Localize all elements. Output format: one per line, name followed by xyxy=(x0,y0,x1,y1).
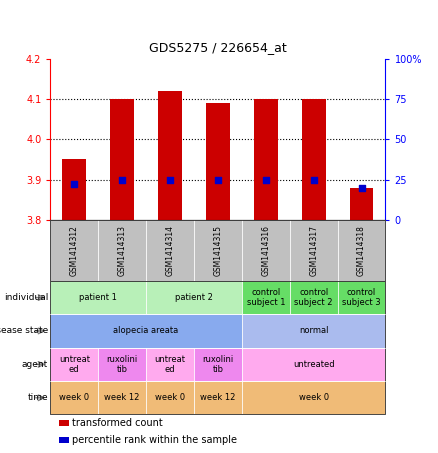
Text: GSM1414316: GSM1414316 xyxy=(261,225,270,276)
Text: GSM1414318: GSM1414318 xyxy=(357,225,366,276)
Text: untreat
ed: untreat ed xyxy=(155,355,186,374)
Text: patient 1: patient 1 xyxy=(79,293,117,302)
Text: week 0: week 0 xyxy=(59,393,89,402)
Text: GSM1414312: GSM1414312 xyxy=(70,225,79,276)
Point xyxy=(166,176,173,183)
Point xyxy=(71,181,78,188)
Bar xyxy=(110,99,134,220)
Bar xyxy=(302,99,325,220)
Text: percentile rank within the sample: percentile rank within the sample xyxy=(72,435,237,445)
Text: patient 2: patient 2 xyxy=(175,293,213,302)
Text: GSM1414315: GSM1414315 xyxy=(213,225,223,276)
Bar xyxy=(254,99,278,220)
Text: untreated: untreated xyxy=(293,360,335,369)
Text: week 0: week 0 xyxy=(299,393,328,402)
Text: control
subject 1: control subject 1 xyxy=(247,288,285,307)
Text: GSM1414317: GSM1414317 xyxy=(309,225,318,276)
Text: time: time xyxy=(28,393,48,402)
Text: normal: normal xyxy=(299,327,328,336)
Text: week 12: week 12 xyxy=(105,393,140,402)
Bar xyxy=(206,103,230,220)
Bar xyxy=(350,188,374,220)
Text: agent: agent xyxy=(22,360,48,369)
Point xyxy=(214,176,221,183)
Text: week 12: week 12 xyxy=(200,393,236,402)
Text: untreat
ed: untreat ed xyxy=(59,355,90,374)
Point xyxy=(310,176,317,183)
Text: GDS5275 / 226654_at: GDS5275 / 226654_at xyxy=(149,42,287,54)
Text: control
subject 3: control subject 3 xyxy=(342,288,381,307)
Text: control
subject 2: control subject 2 xyxy=(294,288,333,307)
Point xyxy=(119,176,126,183)
Text: individual: individual xyxy=(4,293,48,302)
Bar xyxy=(158,91,182,220)
Text: alopecia areata: alopecia areata xyxy=(113,327,179,336)
Text: transformed count: transformed count xyxy=(72,418,163,428)
Text: GSM1414314: GSM1414314 xyxy=(166,225,174,276)
Text: ruxolini
tib: ruxolini tib xyxy=(106,355,138,374)
Text: ruxolini
tib: ruxolini tib xyxy=(202,355,233,374)
Bar xyxy=(62,159,86,220)
Text: week 0: week 0 xyxy=(155,393,185,402)
Point xyxy=(358,184,365,191)
Point xyxy=(262,176,269,183)
Text: GSM1414313: GSM1414313 xyxy=(118,225,127,276)
Text: disease state: disease state xyxy=(0,327,48,336)
